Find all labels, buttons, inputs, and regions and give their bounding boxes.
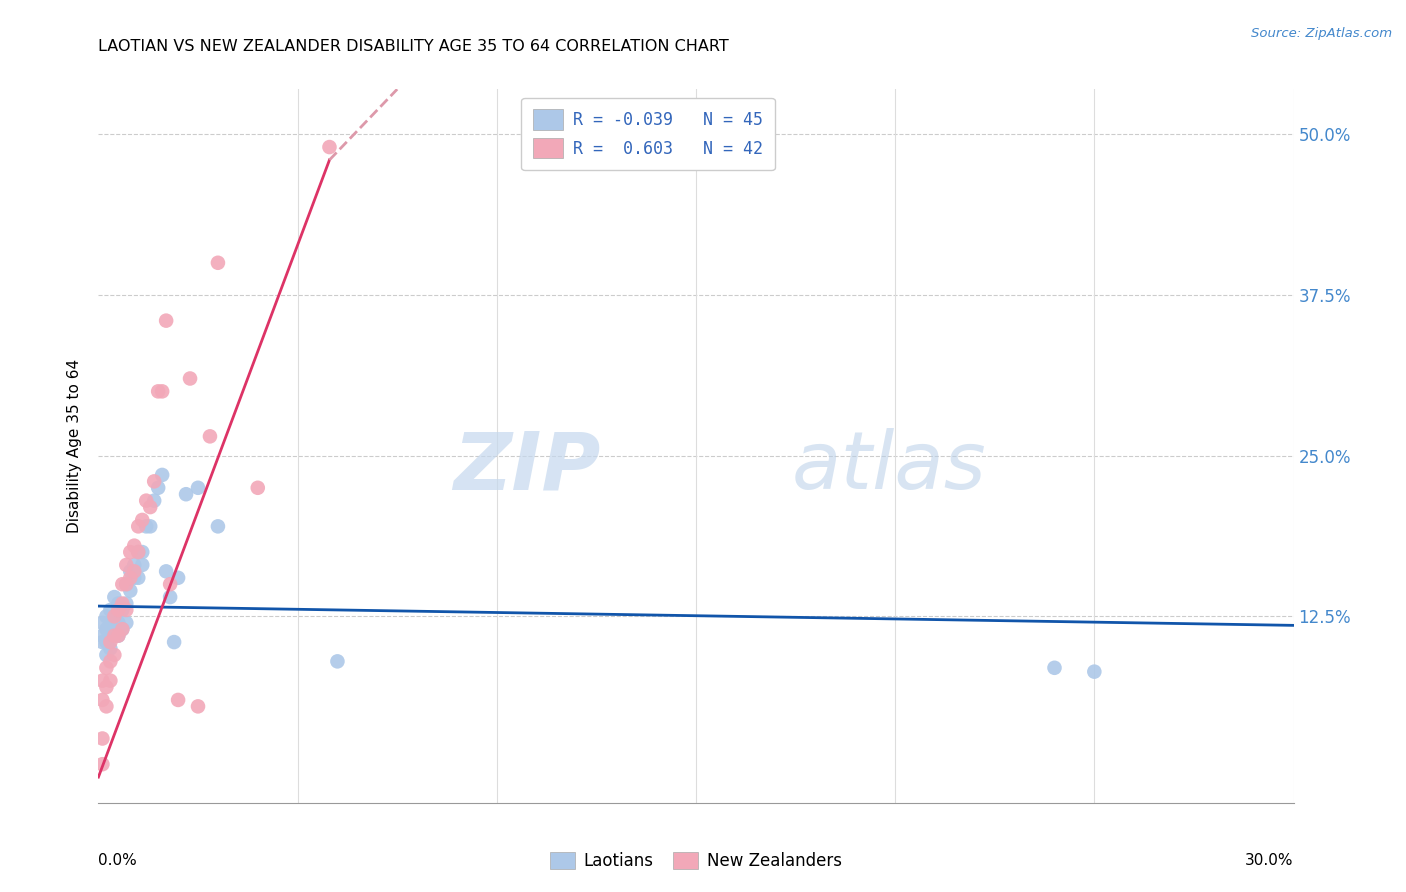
Point	[96, 661, 118, 675]
Point	[131, 513, 153, 527]
Point	[207, 256, 229, 270]
Point	[111, 603, 134, 617]
Point	[124, 558, 146, 572]
Text: 0.0%: 0.0%	[98, 853, 138, 868]
Point	[115, 577, 138, 591]
Point	[179, 371, 201, 385]
Point	[187, 699, 209, 714]
Point	[111, 622, 134, 636]
Text: 30.0%: 30.0%	[1246, 853, 1294, 868]
Point	[127, 571, 149, 585]
Point	[91, 629, 114, 643]
Point	[1043, 661, 1066, 675]
Point	[103, 622, 125, 636]
Point	[150, 384, 173, 399]
Point	[103, 590, 125, 604]
Point	[96, 699, 118, 714]
Point	[107, 629, 129, 643]
Point	[103, 629, 125, 643]
Point	[148, 384, 170, 399]
Point	[115, 558, 138, 572]
Point	[100, 673, 122, 688]
Point	[318, 140, 340, 154]
Point	[115, 597, 138, 611]
Point	[143, 493, 166, 508]
Point	[100, 615, 122, 630]
Point	[131, 558, 153, 572]
Point	[100, 603, 122, 617]
Point	[150, 467, 173, 482]
Point	[326, 654, 349, 668]
Point	[187, 481, 209, 495]
Point	[246, 481, 269, 495]
Point	[1083, 665, 1105, 679]
Point	[155, 313, 177, 327]
Point	[207, 519, 229, 533]
Point	[143, 475, 166, 489]
Point	[115, 577, 138, 591]
Point	[198, 429, 221, 443]
Y-axis label: Disability Age 35 to 64: Disability Age 35 to 64	[67, 359, 83, 533]
Point	[159, 577, 181, 591]
Point	[103, 609, 125, 624]
Point	[96, 635, 118, 649]
Point	[100, 641, 122, 656]
Point	[124, 539, 146, 553]
Point	[120, 571, 142, 585]
Point	[127, 545, 149, 559]
Point	[91, 757, 114, 772]
Legend: Laotians, New Zealanders: Laotians, New Zealanders	[544, 845, 848, 877]
Point	[100, 629, 122, 643]
Point	[111, 577, 134, 591]
Point	[111, 622, 134, 636]
Point	[96, 648, 118, 662]
Point	[148, 481, 170, 495]
Point	[100, 635, 122, 649]
Point	[91, 731, 114, 746]
Point	[100, 654, 122, 668]
Text: Source: ZipAtlas.com: Source: ZipAtlas.com	[1251, 27, 1392, 40]
Point	[174, 487, 197, 501]
Point	[103, 609, 125, 624]
Point	[135, 519, 157, 533]
Point	[91, 693, 114, 707]
Text: LAOTIAN VS NEW ZEALANDER DISABILITY AGE 35 TO 64 CORRELATION CHART: LAOTIAN VS NEW ZEALANDER DISABILITY AGE …	[98, 38, 730, 54]
Point	[107, 597, 129, 611]
Point	[107, 629, 129, 643]
Point	[107, 615, 129, 630]
Point	[124, 571, 146, 585]
Point	[163, 635, 186, 649]
Point	[107, 603, 129, 617]
Point	[167, 571, 190, 585]
Point	[124, 565, 146, 579]
Point	[96, 622, 118, 636]
Point	[120, 583, 142, 598]
Point	[96, 680, 118, 694]
Point	[115, 615, 138, 630]
Point	[131, 545, 153, 559]
Point	[115, 603, 138, 617]
Point	[96, 609, 118, 624]
Point	[103, 648, 125, 662]
Point	[120, 545, 142, 559]
Point	[135, 493, 157, 508]
Point	[155, 565, 177, 579]
Point	[91, 673, 114, 688]
Text: atlas: atlas	[792, 428, 987, 507]
Point	[127, 519, 149, 533]
Point	[139, 500, 162, 514]
Text: ZIP: ZIP	[453, 428, 600, 507]
Point	[159, 590, 181, 604]
Point	[91, 635, 114, 649]
Point	[120, 565, 142, 579]
Point	[111, 597, 134, 611]
Point	[127, 545, 149, 559]
Point	[91, 615, 114, 630]
Point	[139, 519, 162, 533]
Point	[167, 693, 190, 707]
